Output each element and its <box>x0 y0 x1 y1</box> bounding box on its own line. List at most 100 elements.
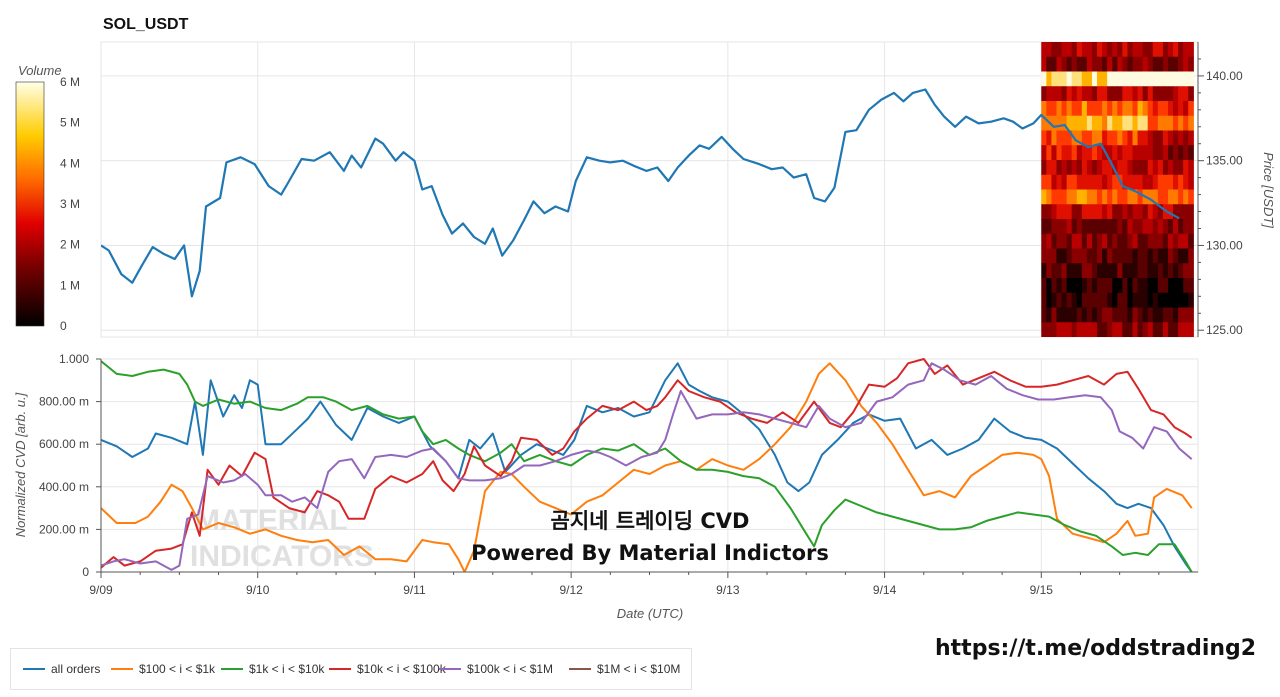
heatmap-cell <box>1071 160 1078 176</box>
heatmap-cell <box>1178 101 1184 117</box>
heatmap-cell <box>1157 322 1164 337</box>
heatmap-cell <box>1056 248 1063 264</box>
heatmap-cell <box>1132 233 1139 250</box>
heatmap-cell <box>1097 278 1103 294</box>
heatmap-cell <box>1173 145 1179 161</box>
heatmap-cell <box>1081 86 1088 102</box>
heatmap-cell <box>1122 219 1129 235</box>
heatmap-cell <box>1127 263 1134 279</box>
heatmap-cell <box>1056 322 1063 337</box>
heatmap-cell <box>1178 174 1184 191</box>
heatmap-cell <box>1071 145 1078 161</box>
heatmap-cell <box>1142 145 1149 161</box>
heatmap-cell <box>1117 189 1123 205</box>
heatmap-cell <box>1167 322 1174 337</box>
heatmap-cell <box>1051 101 1058 117</box>
heatmap-cell <box>1051 174 1058 191</box>
heatmap-cell <box>1122 71 1129 87</box>
heatmap-cell <box>1097 145 1103 161</box>
heatmap-cell <box>1097 204 1103 220</box>
heatmap-cell <box>1041 130 1047 146</box>
heatmap-cell <box>1056 160 1063 176</box>
heatmap-cell <box>1061 248 1068 264</box>
heatmap-cell <box>1127 115 1134 132</box>
heatmap-cell <box>1137 263 1144 279</box>
heatmap-cell <box>1071 233 1078 250</box>
heatmap-cell <box>1162 56 1169 73</box>
heatmap-cell <box>1173 174 1179 191</box>
legend-swatch <box>221 668 243 670</box>
heatmap-cell <box>1147 263 1154 279</box>
heatmap-cell <box>1046 248 1053 264</box>
heatmap-cell <box>1167 233 1174 250</box>
heatmap-cell <box>1117 71 1123 87</box>
heatmap-cell <box>1076 86 1083 102</box>
heatmap-cell <box>1132 292 1139 309</box>
heatmap-cell <box>1107 292 1113 309</box>
legend-item[interactable]: $100 < i < $1k <box>111 662 215 676</box>
heatmap-cell <box>1081 115 1088 132</box>
heatmap-cell <box>1137 233 1144 250</box>
heatmap-cell <box>1051 307 1058 323</box>
legend-item[interactable]: $1k < i < $10k <box>221 662 324 676</box>
legend-item[interactable]: $10k < i < $100k <box>329 662 446 676</box>
legend-label: $10k < i < $100k <box>357 662 446 676</box>
heatmap-cell <box>1157 115 1164 132</box>
heatmap-cell <box>1061 42 1068 58</box>
heatmap-cell <box>1107 278 1113 294</box>
legend-swatch <box>439 668 461 670</box>
heatmap-cell <box>1122 204 1129 220</box>
heatmap-cell <box>1066 101 1073 117</box>
cvd-tick-label: 600.00 m <box>39 437 89 451</box>
heatmap-cell <box>1142 322 1149 337</box>
heatmap-cell <box>1081 189 1088 205</box>
heatmap-cell <box>1188 174 1194 191</box>
heatmap-cell <box>1076 115 1083 132</box>
heatmap-cell <box>1122 130 1129 146</box>
heatmap-cell <box>1117 248 1123 264</box>
heatmap-cell <box>1076 307 1083 323</box>
heatmap-cell <box>1091 278 1098 294</box>
heatmap-cell <box>1076 145 1083 161</box>
heatmap-cell <box>1097 322 1103 337</box>
heatmap-cell <box>1137 204 1144 220</box>
legend-item[interactable]: all orders <box>23 662 100 676</box>
heatmap-cell <box>1183 174 1189 191</box>
heatmap-cell <box>1071 307 1078 323</box>
heatmap-cell <box>1147 278 1154 294</box>
heatmap-cell <box>1162 278 1169 294</box>
heatmap-cell <box>1097 101 1103 117</box>
heatmap-cell <box>1066 145 1073 161</box>
heatmap-cell <box>1142 248 1149 264</box>
legend-item[interactable]: $100k < i < $1M <box>439 662 553 676</box>
heatmap-cell <box>1173 263 1179 279</box>
heatmap-cell <box>1112 292 1118 309</box>
heatmap-cell <box>1142 160 1149 176</box>
heatmap-cell <box>1162 101 1169 117</box>
heatmap-cell <box>1081 263 1088 279</box>
heatmap-cell <box>1183 145 1189 161</box>
heatmap-cell <box>1066 160 1073 176</box>
heatmap-cell <box>1132 219 1139 235</box>
heatmap-cell <box>1061 263 1068 279</box>
heatmap-cell <box>1107 71 1113 87</box>
heatmap-cell <box>1056 292 1063 309</box>
legend-item[interactable]: $1M < i < $10M <box>569 662 680 676</box>
heatmap-cell <box>1056 56 1063 73</box>
heatmap-cell <box>1071 292 1078 309</box>
heatmap-cell <box>1112 145 1118 161</box>
heatmap-cell <box>1107 263 1113 279</box>
heatmap-cell <box>1066 219 1073 235</box>
heatmap-cell <box>1107 101 1113 117</box>
heatmap-cell <box>1127 145 1134 161</box>
heatmap-cell <box>1183 322 1189 337</box>
heatmap-cell <box>1178 204 1184 220</box>
heatmap-cell <box>1188 233 1194 250</box>
heatmap-cell <box>1091 233 1098 250</box>
heatmap-cell <box>1076 130 1083 146</box>
heatmap-cell <box>1051 115 1058 132</box>
heatmap-cell <box>1086 160 1093 176</box>
heatmap-cell <box>1142 56 1149 73</box>
telegram-url[interactable]: https://t.me/oddstrading2 <box>935 636 1257 661</box>
heatmap-cell <box>1137 115 1144 132</box>
